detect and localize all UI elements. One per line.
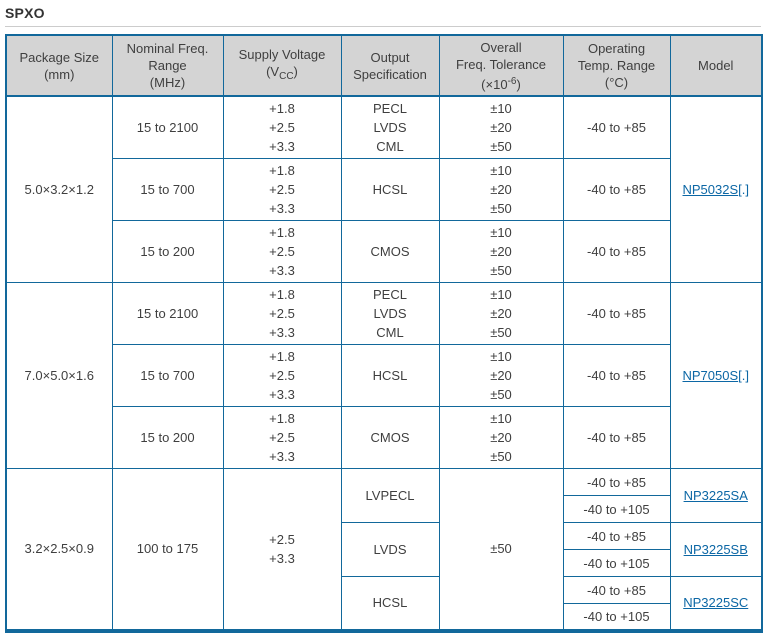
cell-temp-range: -40 to +85 (562, 344, 671, 407)
cell-temp-range: -40 to +85 (562, 95, 671, 159)
spxo-spec-table: Package Size (mm) Nominal Freq. Range (M… (5, 34, 763, 633)
cell-temp-range: -40 to +85 (562, 522, 671, 550)
cell-temp-range: -40 to +85 (562, 220, 671, 283)
cell-temp-range: -40 to +105 (562, 603, 671, 631)
cell-freq-range: 15 to 200 (111, 406, 224, 469)
cell-output-spec: HCSL (340, 344, 440, 407)
cell-output-spec: PECL LVDS CML (340, 95, 440, 159)
table-row: 3.2×2.5×0.9 100 to 175 +2.5 +3.3 LVPECL … (5, 468, 763, 631)
cell-supply-voltage: +1.8 +2.5 +3.3 (222, 344, 342, 407)
cell-temp-range: -40 to +105 (562, 495, 671, 523)
cell-temp-range: -40 to +85 (562, 282, 671, 345)
cell-freq-tolerance: ±10 ±20 ±50 (438, 406, 564, 469)
table-row: 5.0×3.2×1.2 15 to 2100 +1.8 +2.5 +3.3 PE… (5, 95, 763, 283)
page-title: SPXO (5, 5, 45, 21)
exponent-superscript: -6 (507, 75, 517, 87)
cell-supply-voltage: +1.8 +2.5 +3.3 (222, 220, 342, 283)
cell-freq-range: 15 to 700 (111, 344, 224, 407)
header-package-size: Package Size (mm) (5, 34, 113, 97)
cell-output-spec: PECL LVDS CML (340, 282, 440, 345)
table-row: 15 to 700 +1.8 +2.5 +3.3 HCSL ±10 ±20 ±5… (6, 344, 762, 407)
header-freq-range: Nominal Freq. Range (MHz) (111, 34, 224, 97)
cell-freq-tolerance: ±10 ±20 ±50 (438, 95, 564, 159)
table-row: 15 to 200 +1.8 +2.5 +3.3 CMOS ±10 ±20 ±5… (6, 406, 762, 469)
header-freq-tolerance: Overall Freq. Tolerance (×10-6) (438, 34, 564, 97)
cell-supply-voltage: +1.8 +2.5 +3.3 (222, 158, 342, 221)
table-row: -40 to +105 (6, 603, 762, 631)
header-row: Package Size (mm) Nominal Freq. Range (M… (5, 34, 763, 97)
cell-temp-range: -40 to +85 (562, 576, 671, 604)
header-model: Model (669, 34, 763, 97)
cell-output-spec: LVPECL (340, 468, 440, 523)
cell-temp-range: -40 to +85 (562, 406, 671, 469)
cell-supply-voltage: +1.8 +2.5 +3.3 (222, 95, 342, 159)
cell-package-size: 3.2×2.5×0.9 (5, 468, 113, 631)
cell-freq-tolerance: ±10 ±20 ±50 (438, 158, 564, 221)
cell-model: NP7050S[.] (669, 282, 763, 469)
cell-supply-voltage: +1.8 +2.5 +3.3 (222, 282, 342, 345)
vcc-subscript: CC (279, 71, 294, 82)
header-supply-voltage: Supply Voltage (VCC) (222, 34, 342, 97)
table-row: LVDS -40 to +85 NP3225SB (6, 522, 763, 577)
header-output-spec: Output Specification (340, 34, 440, 97)
header-temp-range: Operating Temp. Range (°C) (562, 34, 671, 97)
table-row: 15 to 700 +1.8 +2.5 +3.3 HCSL ±10 ±20 ±5… (6, 158, 762, 221)
table-row: HCSL -40 to +85 NP3225SC (6, 576, 763, 631)
cell-freq-range: 100 to 175 (111, 468, 224, 631)
table-row: 15 to 200 +1.8 +2.5 +3.3 CMOS ±10 ±20 ±5… (6, 220, 762, 283)
model-link-np5032s[interactable]: NP5032S (682, 182, 739, 197)
cell-output-spec: HCSL (340, 576, 440, 631)
cell-freq-range: 15 to 2100 (111, 282, 224, 345)
model-link-suffix: [.] (738, 368, 749, 383)
cell-model: NP3225SC (669, 576, 763, 631)
model-link-np3225sa[interactable]: NP3225SA (683, 488, 748, 503)
cell-supply-voltage: +1.8 +2.5 +3.3 (222, 406, 342, 469)
table-row: -40 to +105 (6, 549, 762, 577)
model-link-np7050s[interactable]: NP7050S (682, 368, 739, 383)
table-row: -40 to +105 (6, 495, 762, 523)
cell-output-spec: CMOS (340, 406, 440, 469)
cell-model: NP5032S[.] (669, 95, 763, 283)
model-link-np3225sb[interactable]: NP3225SB (683, 542, 748, 557)
model-link-np3225sc[interactable]: NP3225SC (683, 595, 749, 611)
cell-output-spec: LVDS (340, 522, 440, 577)
cell-model: NP3225SA (669, 468, 763, 523)
cell-freq-range: 15 to 200 (111, 220, 224, 283)
cell-package-size: 7.0×5.0×1.6 (5, 282, 113, 469)
cell-output-spec: CMOS (340, 220, 440, 283)
cell-temp-range: -40 to +85 (562, 468, 671, 496)
model-link-suffix: [.] (738, 182, 749, 197)
cell-freq-range: 15 to 700 (111, 158, 224, 221)
table-row: 7.0×5.0×1.6 15 to 2100 +1.8 +2.5 +3.3 PE… (5, 282, 763, 469)
cell-freq-tolerance: ±10 ±20 ±50 (438, 344, 564, 407)
cell-package-size: 5.0×3.2×1.2 (5, 95, 113, 283)
cell-freq-tolerance: ±50 (438, 468, 564, 631)
cell-model: NP3225SB (669, 522, 763, 577)
title-divider (5, 26, 761, 27)
cell-freq-tolerance: ±10 ±20 ±50 (438, 282, 564, 345)
cell-temp-range: -40 to +105 (562, 549, 671, 577)
cell-output-spec: HCSL (340, 158, 440, 221)
cell-freq-tolerance: ±10 ±20 ±50 (438, 220, 564, 283)
cell-supply-voltage: +2.5 +3.3 (222, 468, 342, 631)
cell-freq-range: 15 to 2100 (111, 95, 224, 159)
cell-temp-range: -40 to +85 (562, 158, 671, 221)
